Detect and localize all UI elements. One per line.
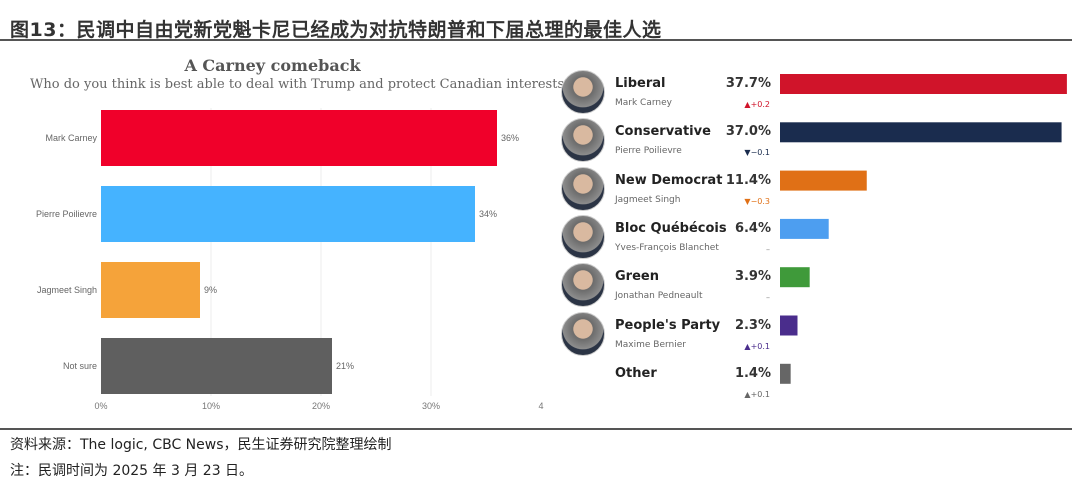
bar-bloc-qu-b-cois: [780, 218, 829, 239]
leader-photo-avatar: [561, 263, 605, 308]
x-tick-label: 20%: [312, 401, 330, 411]
category-label: Jagmeet Singh: [37, 285, 97, 295]
category-label: Not sure: [63, 361, 97, 371]
leader-photo-avatar: [561, 166, 605, 211]
change-indicator: ▲+0.2: [744, 100, 770, 109]
party-name: People's Party: [615, 317, 721, 333]
bar-other: [780, 363, 791, 384]
leader-name: Jagmeet Singh: [615, 194, 681, 205]
value-label: 34%: [479, 209, 497, 219]
bar-green: [780, 267, 810, 288]
leader-name: Yves-François Blanchet: [615, 242, 719, 253]
x-tick-label: 10%: [202, 401, 220, 411]
party-percentage: 6.4%: [734, 220, 771, 236]
value-label: 36%: [501, 133, 519, 143]
party-percentage: 37.0%: [725, 124, 771, 140]
leader-photo-avatar: [561, 118, 605, 163]
source-note: 资料来源：The logic, CBC News，民生证券研究院整理绘制: [10, 437, 392, 453]
change-indicator: ▲+0.1: [744, 341, 770, 351]
title-divider: [0, 39, 1072, 41]
leader-name: Maxime Bernier: [615, 339, 686, 350]
party-percentage: 11.4%: [725, 172, 771, 188]
bar-liberal: [780, 74, 1067, 94]
leader-photo-avatar: [561, 214, 605, 259]
bar-new-democrat: [780, 170, 867, 191]
party-percentage: 37.7%: [725, 76, 771, 91]
party-name: Other: [615, 365, 657, 381]
x-tick-label: 30%: [422, 401, 440, 411]
leader-name: Jonathan Pedneault: [615, 291, 703, 302]
bar-mark-carney: [101, 110, 497, 166]
party-name: Bloc Québécois: [615, 220, 727, 236]
leader-photo-avatar: [561, 70, 605, 114]
bar-jagmeet-singh: [101, 262, 200, 318]
change-indicator: ▼−0.3: [744, 196, 770, 206]
leader-photo-avatar: [561, 311, 605, 356]
bar-pierre-poilievre: [101, 186, 475, 242]
bar-conservative: [780, 122, 1062, 143]
x-tick-label: 0%: [94, 401, 107, 411]
x-tick-label: 4: [538, 401, 543, 411]
footer-divider: [0, 428, 1072, 430]
party-percentage: 3.9%: [734, 269, 771, 285]
change-indicator: ▲+0.1: [744, 389, 770, 399]
party-name: Conservative: [615, 124, 711, 140]
party-percentage: 1.4%: [734, 365, 771, 381]
leader-name: Mark Carney: [615, 98, 672, 108]
left-chart-subtitle: Who do you think is best able to deal wi…: [30, 77, 572, 92]
category-label: Pierre Poilievre: [36, 209, 97, 219]
date-note: 注：民调时间为 2025 年 3 月 23 日。: [10, 463, 254, 479]
category-label: Mark Carney: [45, 133, 97, 143]
party-name: Liberal: [615, 76, 666, 91]
figure-title: 图13：民调中自由党新党魁卡尼已经成为对抗特朗普和下届总理的最佳人选: [10, 19, 662, 41]
change-indicator: ▼−0.1: [744, 148, 770, 158]
party-name: New Democrat: [615, 172, 723, 188]
party-percentage: 2.3%: [734, 317, 771, 333]
leader-name: Pierre Poilievre: [615, 146, 682, 157]
left-chart-title: A Carney comeback: [184, 56, 361, 75]
change-indicator: –: [766, 293, 770, 303]
value-label: 9%: [204, 285, 217, 295]
bar-people-s-party: [780, 315, 798, 336]
bar-not-sure: [101, 338, 332, 394]
party-name: Green: [615, 269, 659, 285]
change-indicator: –: [766, 244, 770, 254]
value-label: 21%: [336, 361, 354, 371]
